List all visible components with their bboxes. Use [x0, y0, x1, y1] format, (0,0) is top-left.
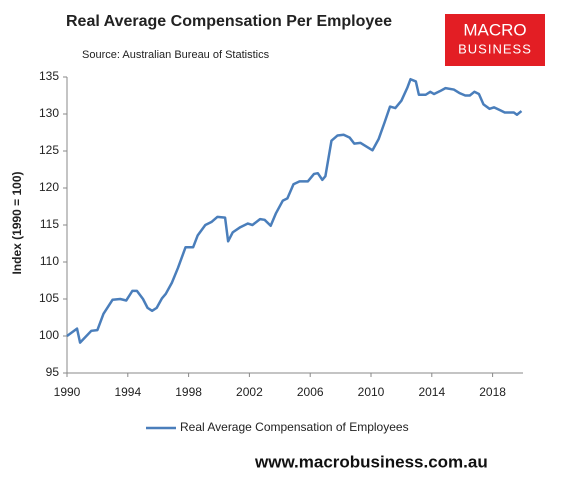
logo-text: BUSINESS: [458, 41, 532, 56]
x-tick-label: 2010: [358, 385, 385, 399]
x-tick-label: 1990: [54, 385, 81, 399]
x-tick-label: 1998: [175, 385, 202, 399]
x-tick-label: 2006: [297, 385, 324, 399]
footer: www.macrobusiness.com.au: [254, 452, 488, 471]
y-tick-label: 130: [39, 106, 59, 120]
y-tick-label: 110: [40, 254, 59, 268]
x-tick-label: 2002: [236, 385, 263, 399]
y-axis-label: Index (1990 = 100): [10, 171, 24, 274]
y-tick-label: 115: [40, 217, 59, 231]
logo-text: MACRO: [463, 20, 526, 39]
y-tick-label: 95: [46, 365, 60, 379]
x-tick-label: 2014: [418, 385, 445, 399]
x-tick-label: 2018: [479, 385, 506, 399]
y-tick-label: 105: [39, 291, 59, 305]
x-tick-label: 1994: [114, 385, 141, 399]
chart-title: Real Average Compensation Per Employee: [66, 13, 392, 30]
data-line: [66, 77, 523, 344]
legend-label: Real Average Compensation of Employees: [180, 420, 409, 434]
y-tick-label: 100: [39, 328, 59, 342]
y-tick-label: 135: [39, 69, 59, 83]
y-tick-label: 120: [39, 180, 59, 194]
y-tick-label: 125: [39, 143, 59, 157]
chart-subtitle: Source: Australian Bureau of Statistics: [82, 49, 270, 61]
logo: [445, 14, 545, 66]
